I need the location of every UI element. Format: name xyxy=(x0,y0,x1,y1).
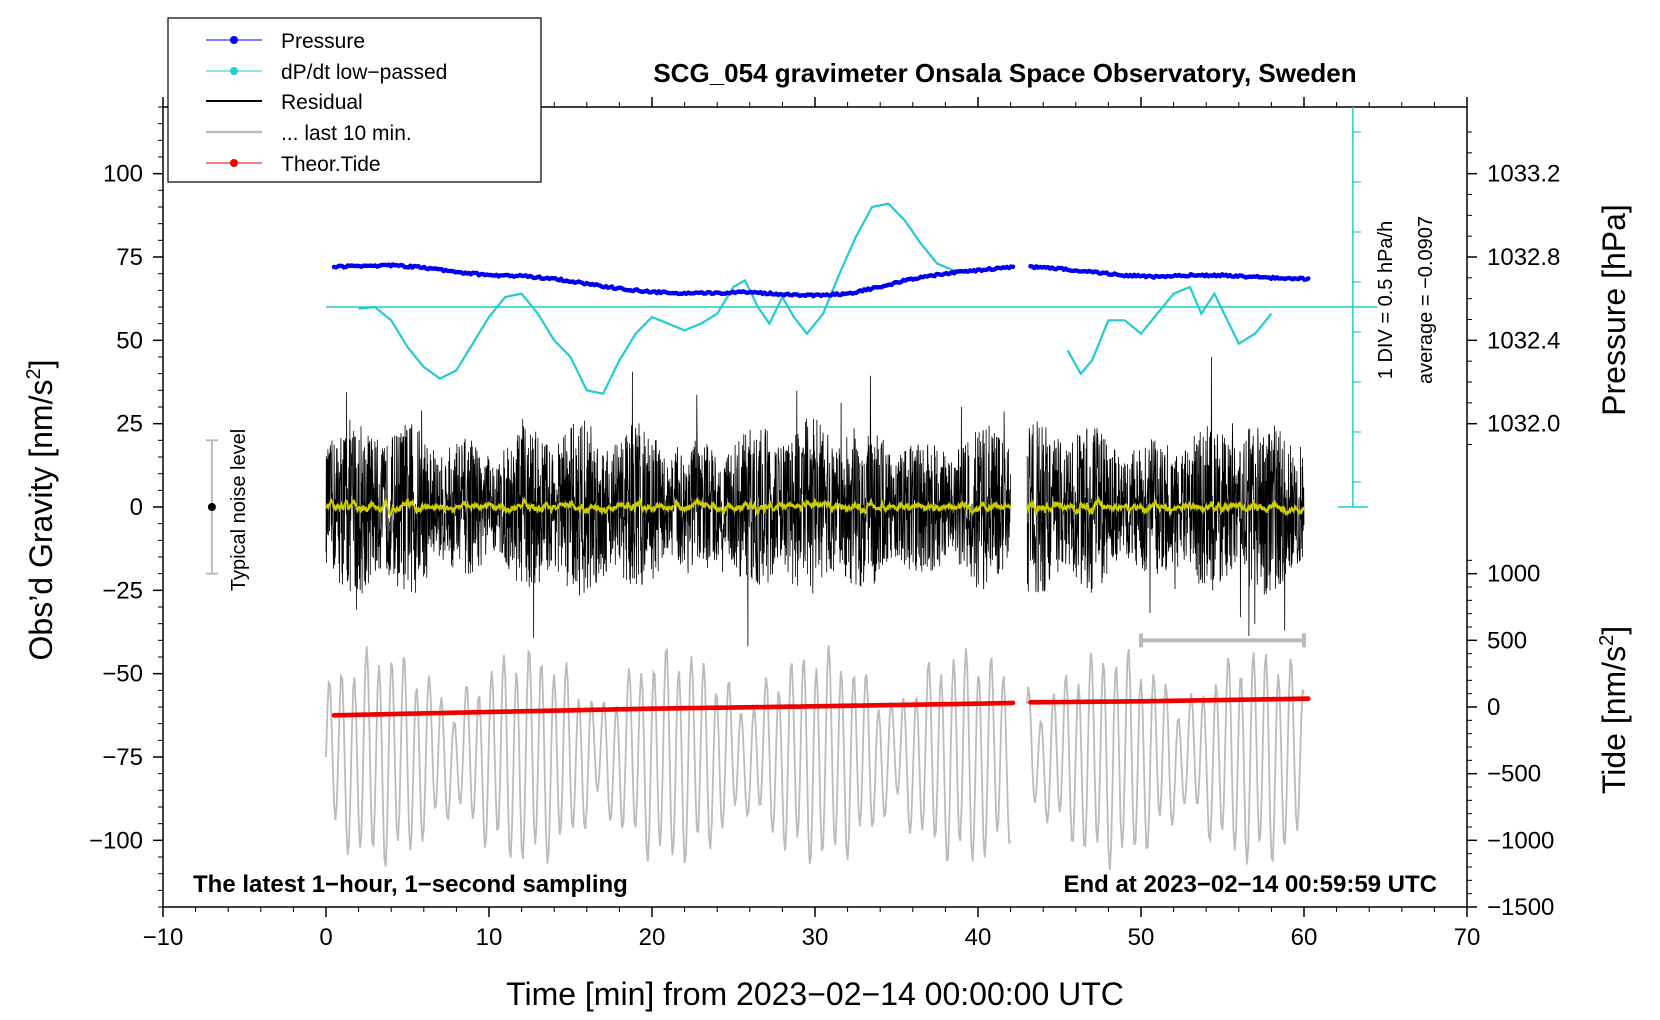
legend-label-residual: Residual xyxy=(281,91,363,114)
y-axis-label-pressure: Pressure [hPa] xyxy=(1596,204,1632,416)
y-tick-label: −50 xyxy=(102,661,143,688)
residual-line-segment-1 xyxy=(325,371,1011,647)
y-tick-label: −100 xyxy=(89,827,143,854)
y-axis-label-tide-sup: 2 xyxy=(1596,635,1618,646)
noise-level-bar xyxy=(205,439,218,575)
x-tick-label: 60 xyxy=(1291,924,1318,951)
pressure-tick-label: 1032.8 xyxy=(1487,244,1560,271)
legend-label-dpdt: dP/dt low−passed xyxy=(281,61,447,84)
residual-smoothed-series xyxy=(325,496,1305,518)
tide-point xyxy=(1010,700,1016,706)
x-tick-label: 50 xyxy=(1128,924,1155,951)
tide-tick-label: −500 xyxy=(1487,761,1541,788)
residual-smooth-segment-2 xyxy=(1025,496,1305,517)
chart-title: SCG_054 gravimeter Onsala Space Observat… xyxy=(653,58,1356,88)
dpdt-series xyxy=(326,202,1378,395)
pressure-tick-label: 1032.0 xyxy=(1487,411,1560,438)
dpdt-scale-label: 1 DIV = 0.5 hPa/h xyxy=(1375,221,1397,379)
tide-tick-label: −1000 xyxy=(1487,827,1554,854)
legend-marker-pressure xyxy=(230,36,238,44)
noise-level-label: Typical noise level xyxy=(228,429,250,591)
legend: Pressure dP/dt low−passed Residual ... l… xyxy=(167,17,542,183)
tide-tick-label: 1000 xyxy=(1487,561,1540,588)
y-axis-label-tide-end: ] xyxy=(1596,626,1632,635)
pressure-point xyxy=(1010,264,1016,270)
corner-right-label: End at 2023−02−14 00:59:59 UTC xyxy=(1063,871,1437,898)
x-tick-label: 70 xyxy=(1454,924,1481,951)
y-axis-label-gravity: Obs’d Gravity [nm/s2] xyxy=(23,360,59,661)
residual-series xyxy=(325,356,1305,647)
x-tick-label: 30 xyxy=(802,924,829,951)
legend-label-pressure: Pressure xyxy=(281,30,365,53)
y-tick-label: −75 xyxy=(102,744,143,771)
pressure-series xyxy=(331,262,1311,299)
pressure-point xyxy=(1305,276,1311,281)
y-axis-label-tide: Tide [nm/s2] xyxy=(1596,626,1632,794)
x-tick-label: −10 xyxy=(143,924,184,951)
y-tick-label: −25 xyxy=(102,577,143,604)
y-axis-label-gravity-sup: 2 xyxy=(23,368,45,379)
y-axis-label-tide-main: Tide [nm/s xyxy=(1596,646,1632,794)
dpdt-line-segment-2 xyxy=(1066,285,1273,376)
pressure-tick-label: 1032.4 xyxy=(1487,327,1560,354)
dpdt-scale-axis xyxy=(1337,107,1368,508)
legend-label-last10: ... last 10 min. xyxy=(281,122,412,145)
legend-label-tide: Theor.Tide xyxy=(281,153,381,176)
x-axis-label: Time [min] from 2023−02−14 00:00:00 UTC xyxy=(506,976,1124,1012)
y-tick-label: 50 xyxy=(116,327,143,354)
tide-tick-label: 500 xyxy=(1487,627,1527,654)
x-tick-label: 40 xyxy=(965,924,992,951)
axis-ticks: −10 0 10 20 30 40 50 60 701007550250−25−50−75−10… xyxy=(89,97,1560,951)
x-tick-label: 0 xyxy=(319,924,332,951)
legend-marker-dpdt xyxy=(230,67,238,75)
tide-tick-label: 0 xyxy=(1487,694,1500,721)
x-tick-label: 10 xyxy=(476,924,503,951)
dpdt-line-segment-1 xyxy=(358,202,967,395)
tide-tick-label: −1500 xyxy=(1487,894,1554,921)
noise-bar-center-dot xyxy=(207,503,216,511)
x-tick-label: 20 xyxy=(639,924,666,951)
residual-line-segment-2 xyxy=(1026,356,1305,636)
tide-series xyxy=(331,696,1311,718)
y-tick-label: 0 xyxy=(130,494,143,521)
last-10-min-series xyxy=(325,645,1305,871)
y-tick-label: 75 xyxy=(116,244,143,271)
last10-line-segment-1 xyxy=(325,645,1012,867)
legend-marker-tide xyxy=(230,159,238,167)
corner-left-label: The latest 1−hour, 1−second sampling xyxy=(193,871,628,898)
pressure-tick-label: 1033.2 xyxy=(1487,161,1560,188)
last10-line-segment-2 xyxy=(1026,648,1305,871)
y-axis-label-gravity-end: ] xyxy=(23,360,59,369)
residual-smooth-segment-1 xyxy=(325,496,1012,518)
y-tick-label: 100 xyxy=(103,161,143,188)
y-axis-label-gravity-main: Obs’d Gravity [nm/s xyxy=(23,380,59,661)
last-10-min-bracket xyxy=(1139,633,1306,648)
dpdt-average-label: average = −0.0907 xyxy=(1415,216,1437,384)
y-tick-label: 25 xyxy=(116,411,143,438)
tide-point xyxy=(1305,696,1311,702)
